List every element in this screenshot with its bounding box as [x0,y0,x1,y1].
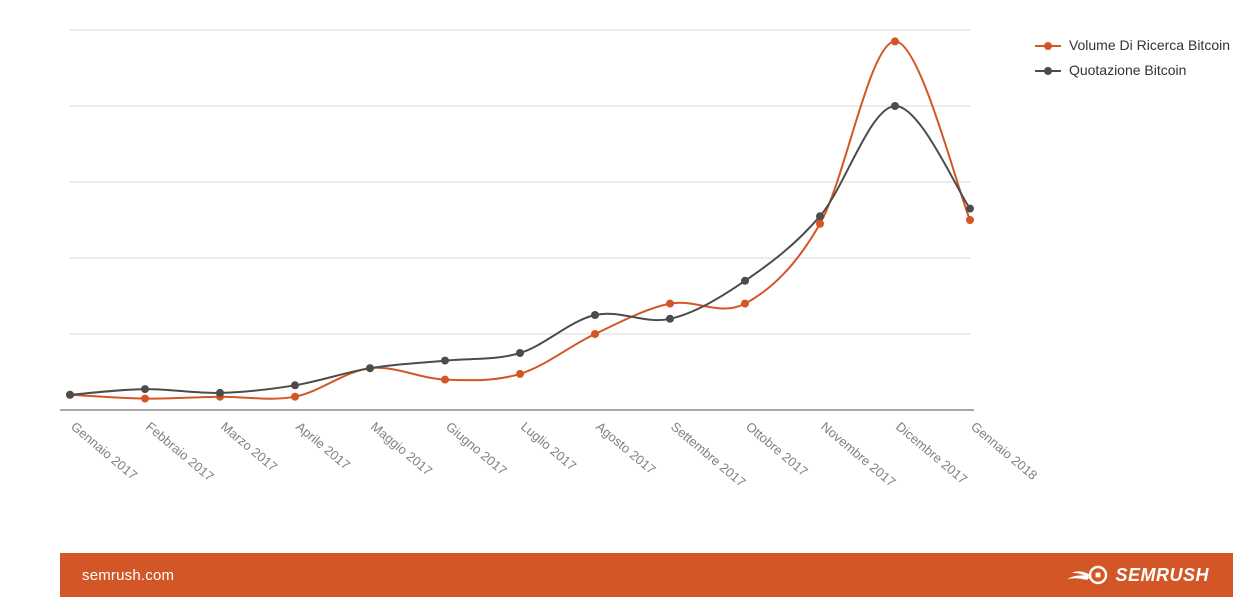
series-marker-quotazione [291,381,299,389]
legend: Volume Di Ricerca Bitcoin Quotazione Bit… [1035,33,1230,83]
series-marker-volume [441,376,449,384]
line-chart: Gennaio 2017Febbraio 2017Marzo 2017April… [40,20,1230,510]
legend-item-quotazione: Quotazione Bitcoin [1035,58,1230,83]
series-marker-quotazione [216,389,224,397]
x-axis-label: Agosto 2017 [593,419,659,477]
footer-domain: semrush.com [82,567,174,584]
footer-logo-text: SEMRUSH [1115,565,1209,586]
series-marker-volume [741,300,749,308]
series-marker-quotazione [516,349,524,357]
series-marker-volume [966,216,974,224]
series-marker-quotazione [366,364,374,372]
legend-swatch-quotazione [1035,64,1061,78]
footer-bar: semrush.com SEMRUSH [60,553,1233,597]
series-marker-quotazione [891,102,899,110]
x-axis-label: Settembre 2017 [668,419,749,490]
legend-label-volume: Volume Di Ricerca Bitcoin [1069,33,1230,58]
x-axis-label: Aprile 2017 [293,419,353,473]
x-axis-label: Luglio 2017 [518,419,579,474]
series-marker-volume [291,393,299,401]
x-axis-label: Marzo 2017 [218,419,280,475]
x-axis-label: Maggio 2017 [368,419,435,479]
series-marker-quotazione [141,385,149,393]
series-marker-volume [666,300,674,308]
series-marker-volume [891,37,899,45]
x-axis-label: Novembre 2017 [818,419,899,490]
chart-area: Gennaio 2017Febbraio 2017Marzo 2017April… [40,20,1230,510]
x-axis-label: Gennaio 2018 [968,419,1040,483]
series-marker-volume [516,370,524,378]
series-marker-quotazione [666,315,674,323]
series-marker-quotazione [591,311,599,319]
series-marker-quotazione [741,277,749,285]
semrush-logo-icon [1065,564,1109,586]
series-marker-quotazione [66,391,74,399]
x-axis-label: Giugno 2017 [443,419,510,478]
footer-logo: SEMRUSH [1065,564,1209,586]
legend-label-quotazione: Quotazione Bitcoin [1069,58,1187,83]
legend-swatch-volume [1035,39,1061,53]
series-line-volume [70,41,970,398]
chart-frame: Gennaio 2017Febbraio 2017Marzo 2017April… [0,0,1253,611]
x-axis-label: Ottobre 2017 [743,419,811,479]
x-axis-label: Gennaio 2017 [68,419,140,483]
series-marker-volume [816,220,824,228]
x-axis-label: Febbraio 2017 [143,419,217,484]
series-marker-quotazione [966,205,974,213]
series-marker-volume [591,330,599,338]
x-axis-label: Dicembre 2017 [893,419,970,487]
series-marker-volume [141,395,149,403]
legend-item-volume: Volume Di Ricerca Bitcoin [1035,33,1230,58]
series-marker-quotazione [441,357,449,365]
series-marker-quotazione [816,212,824,220]
